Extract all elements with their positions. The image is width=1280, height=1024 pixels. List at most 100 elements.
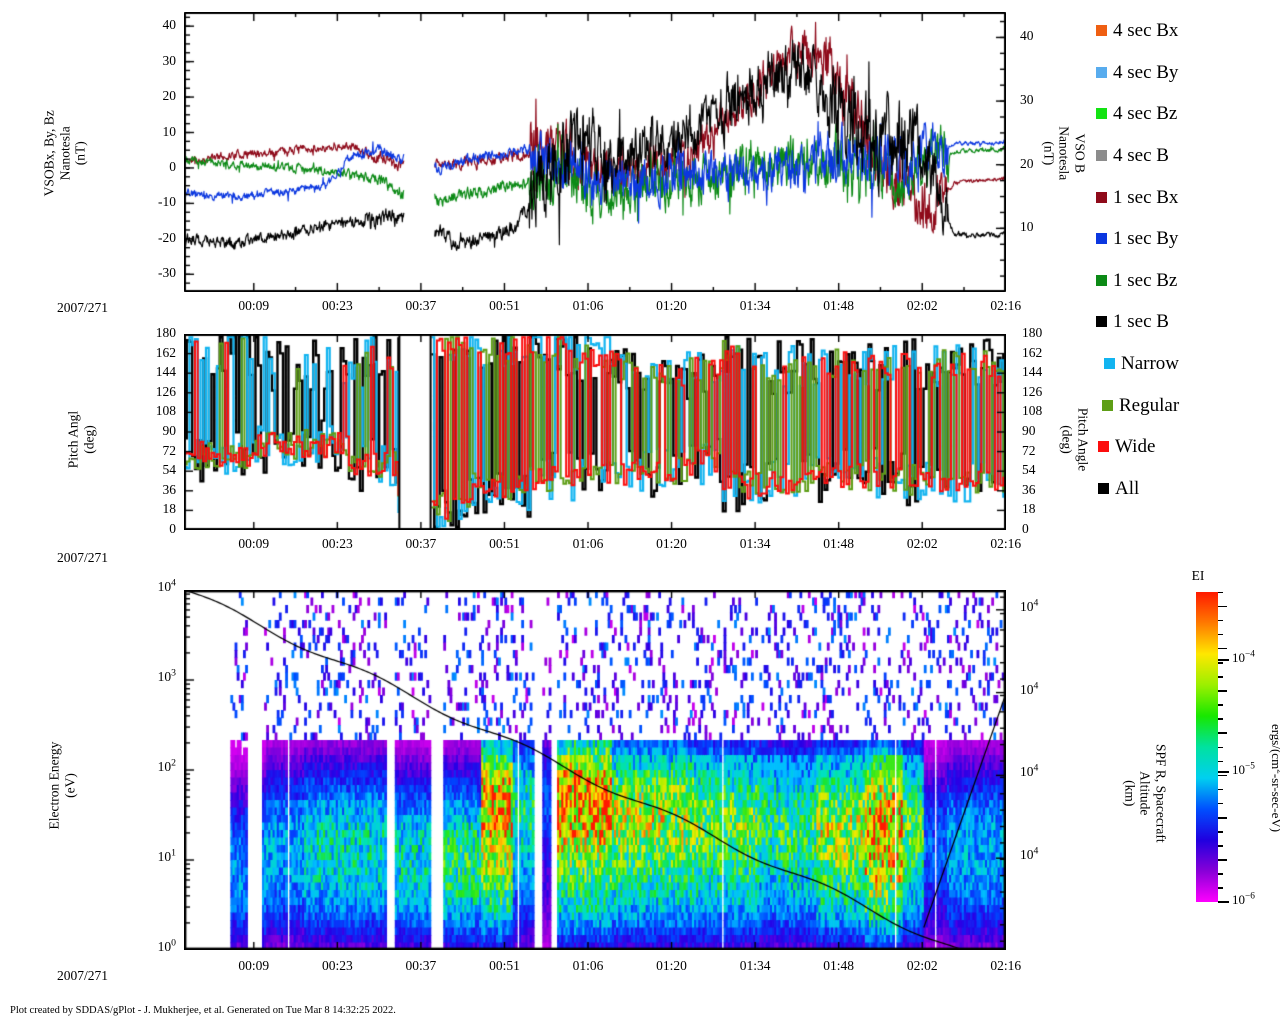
colorbar-minor-tick (1218, 802, 1223, 805)
tick-label: 01:48 (823, 536, 855, 551)
legend: 4 sec Bx 4 sec By 4 sec Bz 4 sec B 1 sec Bx 1… (1096, 10, 1276, 509)
legend-swatch-icon (1096, 233, 1107, 245)
tick-label: 02:02 (906, 298, 938, 313)
tick-label: 108 (155, 403, 176, 419)
panel3-date-label: 2007/271 (57, 968, 109, 983)
panel1-ylabel-right-line1: VSO B (1072, 133, 1088, 173)
legend-label: 1 sec B (1113, 311, 1169, 333)
legend-item-1-sec-by[interactable]: 1 sec By (1096, 218, 1276, 260)
colorbar-tick-label: 10−6 (1232, 891, 1255, 907)
tick-label: 02:16 (990, 958, 1022, 973)
tick-label: 01:48 (823, 958, 855, 973)
legend-item-1-sec-b[interactable]: 1 sec B (1096, 301, 1276, 343)
colorbar-minor-tick (1218, 605, 1227, 608)
legend-swatch-icon (1096, 274, 1107, 286)
tick-label: 180 (1022, 325, 1043, 340)
pitch-angle-panel (184, 334, 1006, 530)
colorbar (1196, 592, 1218, 902)
tick-label: 01:34 (739, 958, 771, 973)
legend-label: 1 sec Bx (1113, 186, 1179, 208)
colorbar-title: EI (1191, 568, 1205, 583)
legend-swatch-icon (1096, 108, 1107, 120)
legend-swatch-icon (1096, 66, 1107, 78)
tick-label: 10 (1020, 219, 1034, 235)
colorbar-minor-tick (1218, 591, 1223, 594)
tick-label: 00:51 (489, 298, 520, 313)
panel1-ylabel-left-line3: (nT) (72, 141, 88, 166)
legend-item-narrow[interactable]: Narrow (1096, 343, 1276, 385)
colorbar-minor-tick (1218, 676, 1223, 678)
legend-label: 4 sec Bz (1113, 103, 1178, 125)
legend-item-4-sec-b[interactable]: 4 sec B (1096, 135, 1276, 177)
tick-label: 02:02 (906, 536, 938, 551)
tick-label: 10 (162, 123, 177, 139)
legend-item-4-sec-bz[interactable]: 4 sec Bz (1096, 93, 1276, 135)
footer-credit: Plot created by SDDAS/gPlot - J. Mukherj… (10, 1005, 396, 1016)
legend-label: 4 sec By (1113, 61, 1179, 83)
legend-swatch-icon (1098, 482, 1109, 494)
colorbar-minor-tick (1218, 619, 1223, 622)
tick-label: 100 (157, 937, 176, 954)
tick-label: 40 (1020, 28, 1034, 44)
tick-label: 02:16 (990, 298, 1022, 313)
panel2-ylabel-left: Pitch Angl (deg) (65, 365, 96, 515)
colorbar-tick-label: 10−4 (1232, 649, 1255, 666)
tick-label: 144 (155, 364, 176, 380)
colorbar-minor-tick (1218, 690, 1227, 692)
tick-label: 01:48 (823, 298, 855, 313)
tick-label: 00:09 (238, 958, 270, 973)
legend-item-regular[interactable]: Regular (1096, 384, 1276, 426)
colorbar-major-tick (1218, 901, 1229, 903)
legend-label: 1 sec By (1113, 228, 1179, 250)
panel1-ylabel-left: VSOBx, By, Bz Nanotesla (nT) (42, 63, 89, 243)
legend-swatch-icon (1096, 150, 1107, 162)
tick-label: 01:34 (739, 298, 771, 313)
tick-label: 18 (162, 501, 177, 517)
colorbar-major-tick (1218, 770, 1229, 773)
tick-label: 162 (1022, 344, 1043, 360)
tick-label: 00:37 (405, 958, 437, 973)
tick-label: 02:16 (990, 536, 1022, 551)
panel2-date-label: 2007/271 (57, 550, 109, 565)
tick-label: 20 (162, 88, 177, 104)
legend-swatch-icon (1102, 399, 1113, 411)
electron-energy-spectrogram (184, 590, 1006, 950)
colorbar-minor-tick (1218, 704, 1223, 706)
tick-label: 90 (1022, 423, 1036, 438)
legend-item-all[interactable]: All (1096, 468, 1276, 510)
tick-label: 104 (1020, 680, 1039, 697)
colorbar-minor-tick (1218, 661, 1223, 664)
tick-label: 104 (1020, 762, 1039, 780)
legend-item-4-sec-bx[interactable]: 4 sec Bx (1096, 10, 1276, 52)
tick-label: 00:37 (405, 536, 437, 551)
colorbar-minor-tick (1218, 760, 1223, 763)
panel3-ylabel-left-line1: Electron Energy (46, 741, 62, 830)
tick-label: 01:06 (572, 536, 604, 551)
panel3-ylabel-right-line3: (km) (1122, 780, 1138, 807)
legend-swatch-icon (1096, 316, 1107, 328)
panel1-date-label: 2007/271 (57, 300, 109, 315)
tick-label: 0 (169, 521, 176, 536)
tick-label: 104 (1020, 845, 1039, 863)
colorbar-tick-label: 10−5 (1232, 761, 1255, 777)
tick-label: 01:06 (572, 298, 604, 313)
magnetic-field-plot-canvas (184, 12, 1006, 292)
legend-item-1-sec-bz[interactable]: 1 sec Bz (1096, 260, 1276, 302)
legend-label: 4 sec Bx (1113, 20, 1179, 42)
tick-label: 18 (1022, 501, 1036, 517)
legend-label: 4 sec B (1113, 145, 1169, 167)
tick-label: 0 (1022, 521, 1029, 536)
colorbar-minor-tick (1218, 873, 1223, 875)
tick-label: 0 (169, 158, 176, 174)
tick-label: -30 (158, 265, 176, 281)
colorbar-minor-tick (1218, 831, 1223, 833)
tick-label: 00:51 (489, 536, 520, 551)
colorbar-minor-tick (1218, 774, 1227, 777)
legend-item-wide[interactable]: Wide (1096, 426, 1276, 468)
tick-label: -20 (158, 229, 176, 245)
colorbar-unit-text: ergs/(cm2-sr-sec-eV) (1269, 723, 1280, 833)
legend-item-1-sec-bx[interactable]: 1 sec Bx (1096, 176, 1276, 218)
panel1-ylabel-right: VSO B Nanotesla (nT) (1041, 63, 1088, 243)
legend-label: Regular (1119, 394, 1180, 416)
legend-item-4-sec-by[interactable]: 4 sec By (1096, 52, 1276, 94)
